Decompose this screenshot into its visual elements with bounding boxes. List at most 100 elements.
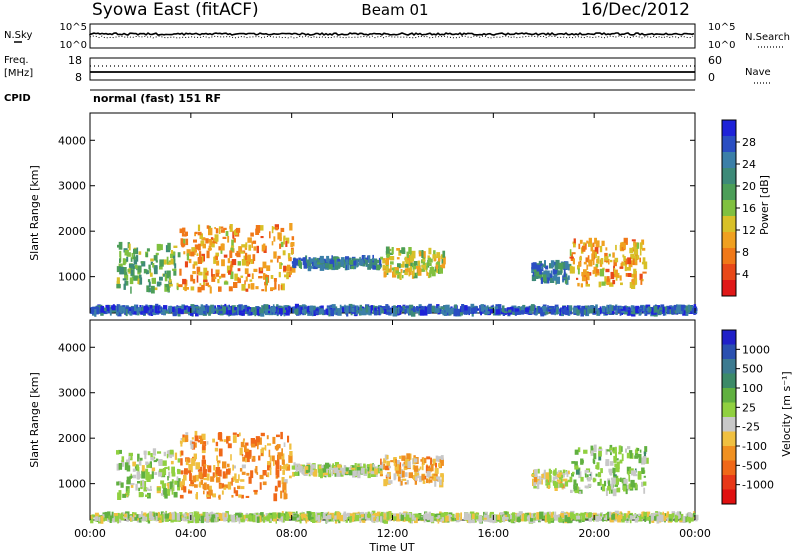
data-cell	[198, 483, 201, 487]
colorbar-tick-label: 16	[742, 202, 756, 215]
data-cell	[297, 515, 302, 520]
data-cell	[580, 476, 584, 482]
data-cell	[577, 265, 580, 270]
data-cell	[215, 239, 218, 244]
data-cell	[275, 227, 279, 231]
data-cell	[370, 471, 376, 475]
colorbar-tick-label: 8	[742, 246, 749, 259]
data-cell	[633, 248, 639, 255]
data-cell	[153, 255, 158, 261]
data-cell	[588, 259, 593, 267]
data-cell	[118, 449, 122, 454]
data-cell	[626, 518, 629, 521]
data-cell	[149, 511, 153, 519]
data-cell	[689, 517, 692, 521]
data-cell	[168, 471, 171, 478]
data-cell	[105, 516, 107, 521]
data-cell	[627, 257, 632, 265]
freq-unit-label: [MHz]	[4, 68, 33, 79]
data-cell	[236, 433, 240, 437]
data-cell	[408, 247, 412, 255]
data-cell	[283, 442, 286, 447]
data-cell	[483, 306, 488, 314]
data-cell	[536, 512, 541, 520]
data-cell	[211, 241, 215, 248]
data-cell	[180, 442, 183, 447]
data-cell	[181, 243, 185, 248]
data-cell	[441, 310, 445, 314]
data-cell	[155, 252, 159, 256]
data-cell	[139, 277, 143, 285]
data-cell	[208, 514, 212, 519]
data-cell	[632, 247, 634, 252]
data-cell	[580, 512, 582, 520]
time-axis-label: Time UT	[368, 541, 414, 554]
data-cell	[197, 286, 202, 293]
colorbar-swatch	[722, 388, 736, 403]
data-cell	[539, 269, 542, 275]
data-cell	[483, 517, 487, 520]
data-cell	[629, 247, 633, 254]
data-cell	[369, 463, 373, 471]
data-cell	[207, 465, 209, 469]
data-cell	[592, 478, 597, 482]
data-cell	[216, 460, 221, 464]
data-cell	[336, 258, 338, 266]
data-cell	[404, 256, 407, 262]
data-cell	[132, 513, 135, 518]
velocity-colorbar-label: Velocity [m s⁻¹]	[780, 371, 793, 456]
nsky-top-tick: 10^5	[60, 22, 87, 33]
data-cell	[677, 514, 681, 519]
data-cell	[630, 253, 635, 260]
data-cell	[610, 259, 613, 263]
data-cell	[404, 263, 409, 268]
data-cell	[249, 516, 253, 522]
data-cell	[317, 515, 321, 523]
data-cell	[190, 286, 195, 291]
data-cell	[152, 448, 157, 456]
data-cell	[141, 261, 146, 267]
data-cell	[625, 273, 628, 277]
data-cell	[251, 241, 253, 248]
data-cell	[590, 445, 594, 451]
data-cell	[192, 271, 196, 275]
data-cell	[668, 517, 672, 522]
data-cell	[369, 260, 373, 267]
data-cell	[163, 305, 168, 311]
data-cell	[617, 308, 620, 313]
data-cell	[272, 226, 275, 230]
data-cell	[415, 266, 420, 269]
data-cell	[328, 309, 331, 314]
data-cell	[322, 512, 327, 520]
data-cell	[229, 250, 233, 258]
data-cell	[581, 274, 586, 282]
data-cell	[203, 477, 208, 481]
data-cell	[545, 472, 550, 480]
data-cell	[165, 466, 168, 469]
data-cell	[610, 488, 613, 494]
data-cell	[291, 266, 296, 273]
data-cell	[312, 472, 318, 476]
data-cell	[408, 268, 412, 275]
data-cell	[140, 480, 143, 486]
data-cell	[575, 515, 581, 520]
data-cell	[554, 511, 557, 518]
data-cell	[614, 305, 617, 311]
data-cell	[416, 514, 422, 517]
data-cell	[157, 245, 160, 251]
data-cell	[240, 275, 244, 278]
data-cell	[585, 243, 587, 250]
data-cell	[426, 471, 431, 478]
data-cell	[315, 262, 320, 268]
data-cell	[421, 264, 424, 268]
data-cell	[619, 459, 623, 464]
data-cell	[417, 468, 421, 471]
data-cell	[604, 256, 609, 261]
data-cell	[389, 248, 392, 252]
data-cell	[218, 286, 222, 292]
colorbar-swatch	[722, 280, 736, 297]
data-cell	[131, 269, 134, 276]
data-cell	[202, 484, 205, 489]
data-cell	[610, 483, 614, 490]
data-cell	[580, 460, 584, 464]
